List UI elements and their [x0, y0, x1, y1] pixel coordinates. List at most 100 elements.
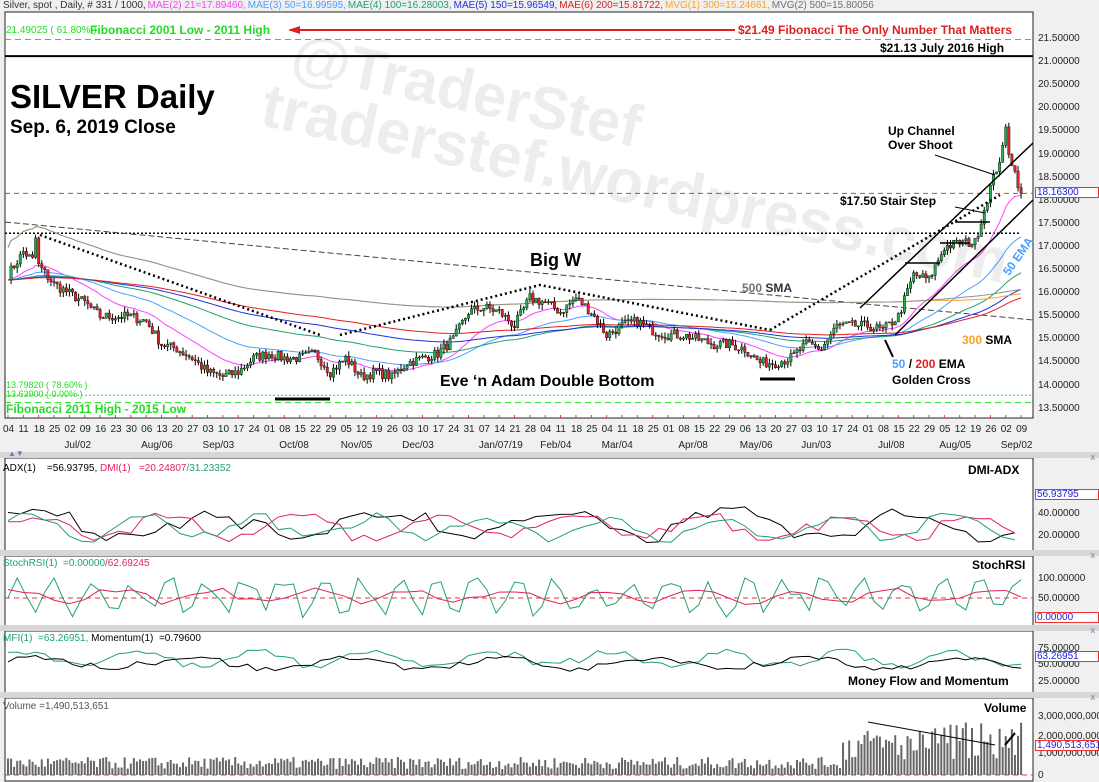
volume-bar: [547, 767, 550, 775]
volume-bar: [117, 767, 120, 775]
volume-bar: [485, 764, 488, 775]
panel-separator[interactable]: x: [0, 550, 1099, 560]
volume-bar: [92, 760, 95, 775]
price-tick: 17.00000: [1038, 240, 1080, 252]
volume-bar: [989, 734, 992, 775]
date-tick: 03: [202, 424, 214, 435]
candle-body: [737, 349, 741, 352]
adx-label: ADX(1): [3, 463, 36, 474]
candle-body: [276, 351, 280, 360]
date-tick: 06: [739, 424, 751, 435]
volume-bar: [559, 762, 562, 775]
volume-bar: [1001, 747, 1004, 775]
close-panel-icon[interactable]: x: [1090, 625, 1096, 635]
close-panel-icon[interactable]: x: [1090, 452, 1096, 462]
date-tick: 25: [49, 424, 61, 435]
candle-body: [67, 288, 71, 293]
date-tick: 10: [417, 424, 429, 435]
candle-body: [688, 333, 691, 340]
volume-bar: [574, 764, 577, 775]
volume-bar: [519, 757, 522, 775]
stoch-title: StochRSI: [972, 558, 1026, 572]
stochrsi-signal-line: [7, 587, 1022, 605]
volume-bar: [62, 760, 65, 775]
volume-bar: [525, 762, 528, 775]
volume-bar: [921, 734, 924, 775]
candle-body: [436, 349, 440, 358]
volume-bar: [252, 766, 255, 775]
volume-bar: [958, 740, 961, 775]
candle-body: [663, 336, 667, 339]
volume-bar: [617, 762, 620, 775]
volume-bar: [427, 761, 430, 775]
volume-bar: [571, 763, 574, 775]
volume-bar: [31, 761, 34, 775]
panel-separator[interactable]: x: [0, 625, 1099, 635]
candle-body: [264, 351, 268, 359]
long-downtrend-line: [4, 221, 1034, 321]
ma-legend-item: MAE(5) 150=15.96549,: [453, 0, 558, 11]
volume-tick: 3,000,000,000: [1038, 711, 1099, 722]
volume-bar: [89, 760, 92, 775]
gc-200: 200: [915, 357, 936, 371]
close-panel-icon[interactable]: x: [1090, 550, 1096, 560]
date-tick: 30: [125, 424, 137, 435]
candle-body: [215, 372, 219, 374]
candle-body: [946, 245, 949, 251]
volume-bar: [209, 758, 212, 775]
candle-body: [706, 338, 710, 344]
volume-bar: [1013, 754, 1016, 775]
candle-body: [46, 269, 50, 280]
candle-body: [325, 366, 329, 373]
candle-body: [175, 347, 179, 353]
volume-bar: [774, 765, 777, 775]
volume-bar: [587, 763, 590, 775]
panel-separator[interactable]: x ▲▼: [0, 449, 1099, 462]
volume-bar: [949, 724, 952, 775]
candle-body: [856, 325, 860, 328]
candle-body: [172, 342, 176, 348]
candle-body: [61, 287, 65, 293]
candle-body: [110, 318, 114, 321]
volume-bar: [65, 757, 68, 775]
candle-body: [513, 325, 516, 328]
volume-bar: [636, 761, 639, 775]
fib-low-value-2: 13.63900 ( 0.00% ): [6, 389, 83, 399]
volume-bar: [977, 755, 980, 775]
candle-body: [298, 353, 302, 363]
close-panel-icon[interactable]: x: [1090, 692, 1096, 702]
volume-bar: [964, 722, 967, 775]
volume-bar: [753, 768, 756, 775]
candle-body: [494, 309, 498, 312]
volume-bar: [264, 764, 267, 775]
panel-arrows-icon[interactable]: ▲▼: [8, 449, 24, 458]
price-tick: 17.50000: [1038, 217, 1080, 229]
volume-bar: [912, 750, 915, 775]
date-tick: 24: [248, 424, 260, 435]
volume-bar: [43, 766, 46, 775]
panel-separator[interactable]: x: [0, 692, 1099, 702]
volume-bar: [900, 745, 903, 775]
price-tick: 18.00000: [1038, 194, 1080, 206]
volume-bar: [372, 763, 375, 775]
candle-body: [933, 264, 937, 276]
chart-title: SILVER Daily: [10, 78, 215, 115]
volume-bar: [271, 763, 274, 775]
candle-body: [697, 333, 701, 341]
candle-body: [755, 355, 759, 360]
volume-bar: [246, 768, 249, 775]
candle-body: [645, 323, 648, 325]
month-label: Jul/08: [877, 440, 905, 451]
volume-bar: [123, 757, 126, 775]
candle-body: [798, 349, 802, 352]
candle-body: [592, 313, 596, 317]
volume-bar: [909, 738, 912, 775]
candle-body: [77, 298, 81, 302]
volume-bar: [99, 758, 102, 775]
candle-body: [117, 317, 120, 319]
candle-body: [341, 360, 345, 363]
volume-bar: [728, 760, 731, 775]
candle-body: [193, 359, 197, 362]
volume-bar: [399, 759, 402, 775]
candle-body: [639, 320, 642, 327]
